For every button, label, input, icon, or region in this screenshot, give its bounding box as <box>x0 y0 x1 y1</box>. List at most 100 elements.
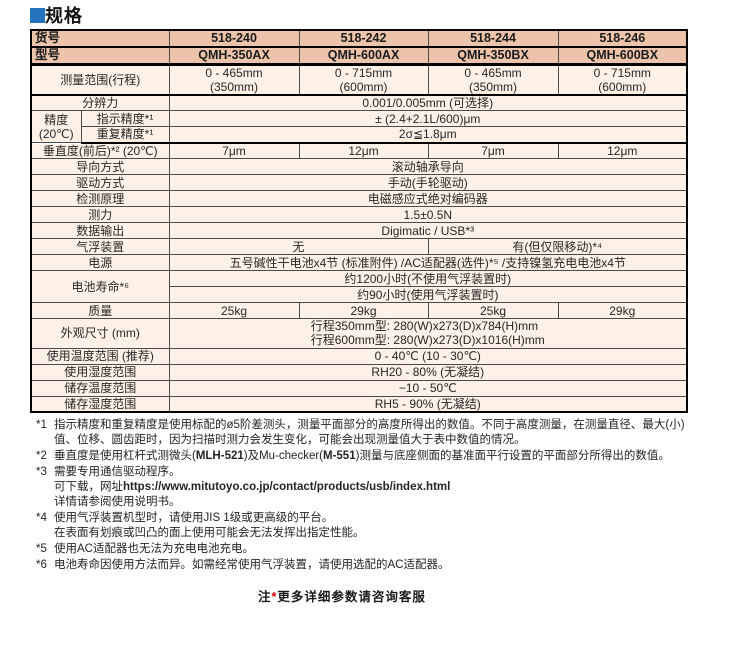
drive-value: 手动(手轮驱动) <box>168 174 688 192</box>
footnotes: *1 指示精度和重复精度是使用标配的ø5阶差测头，测量平面部分的高度所得出的数值… <box>30 418 712 573</box>
perpendicularity-value-3: 7μm <box>427 142 559 160</box>
accuracy-label: 精度 (20℃) <box>30 110 82 144</box>
range-value-2: 0 - 715mm (600mm) <box>298 63 429 96</box>
footnote-2-seg3: )测量与底座侧面的基准面平行设置的平面部分所得出的数值。 <box>355 450 670 463</box>
row-power: 电源 五号碱性干电池x4节 (标准附件) /AC适配器(选件)*⁵ /支持镍氢充… <box>30 254 688 272</box>
footnote-4-line1: 使用气浮装置机型时，请使用JIS 1级或更高级的平台。 <box>54 512 334 525</box>
footnote-5-marker: *5 <box>36 543 47 556</box>
drive-label: 驱动方式 <box>30 174 170 192</box>
perpendicularity-value-4: 12μm <box>557 142 688 160</box>
model-value-3: QMH-350BX <box>427 46 559 66</box>
row-resolution: 分辨力 0.001/0.005mm (可选择) <box>30 94 688 112</box>
model-label: 型号 <box>30 46 170 66</box>
footnote-5-text: 使用AC适配器也无法为充电电池充电。 <box>54 543 254 556</box>
force-value: 1.5±0.5N <box>168 206 688 224</box>
output-label: 数据输出 <box>30 222 170 240</box>
footnote-4-text: 使用气浮装置机型时，请使用JIS 1级或更高级的平台。 在表面有划痕或凹凸的面上… <box>54 511 706 541</box>
detection-label: 检测原理 <box>30 190 170 208</box>
row-op-humidity: 使用湿度范围 RH20 - 80% (无凝结) <box>30 363 688 381</box>
footnote-3-line1: 需要专用通信驱动程序。 <box>54 466 181 479</box>
power-label: 电源 <box>30 254 170 272</box>
model-value-1: QMH-350AX <box>168 46 300 66</box>
op-humidity-value: RH20 - 80% (无凝结) <box>168 363 688 381</box>
spec-table: 货号 518-240 518-242 518-244 518-246 型号 QM… <box>30 29 689 414</box>
row-accuracy-indication: 精度 (20℃) 指示精度*¹ ± (2.4+2.1L/600)μm <box>30 110 688 144</box>
section-title: 规格 <box>30 3 712 27</box>
note-prefix: 注 <box>258 590 272 605</box>
footnote-3-line2: 可下载，网址https://www.mitutoyo.co.jp/contact… <box>54 480 706 495</box>
output-value: Digimatic / USB*³ <box>168 222 688 240</box>
guide-label: 导向方式 <box>30 158 170 176</box>
op-temp-value: 0 - 40℃ (10 - 30℃) <box>168 347 688 365</box>
st-temp-value: −10 - 50℃ <box>168 379 688 397</box>
mass-value-3: 25kg <box>427 302 559 320</box>
footnote-6-marker: *6 <box>36 559 47 572</box>
row-drive: 驱动方式 手动(手轮驱动) <box>30 174 688 192</box>
dimensions-value: 行程350mm型: 280(W)x273(D)x784(H)mm 行程600mm… <box>168 318 688 349</box>
footnote-2-bold2: M-551 <box>323 450 356 463</box>
part-no-value-1: 518-240 <box>168 29 300 48</box>
row-op-temp: 使用温度范围 (推荐) 0 - 40℃ (10 - 30℃) <box>30 347 688 365</box>
part-no-value-2: 518-242 <box>298 29 429 48</box>
row-guide: 导向方式 滚动轴承导向 <box>30 158 688 176</box>
accuracy-repeat-value: 2σ≦1.8μm <box>168 126 688 144</box>
model-value-4: QMH-600BX <box>557 46 688 66</box>
title-square-icon <box>30 7 45 23</box>
model-value-2: QMH-600AX <box>298 46 429 66</box>
perpendicularity-value-2: 12μm <box>298 142 429 160</box>
footnote-3-marker: *3 <box>36 466 47 479</box>
row-accuracy-repeat: 重复精度*¹ 2σ≦1.8μm <box>31 126 688 144</box>
range-value-1: 0 - 465mm (350mm) <box>168 63 300 96</box>
row-detection: 检测原理 电磁感应式绝对编码器 <box>30 190 688 208</box>
footnote-1-marker: *1 <box>36 419 47 432</box>
footnote-5: *5 使用AC适配器也无法为充电电池充电。 <box>36 542 712 557</box>
row-air-float: 气浮装置 无 有(但仅限移动)*⁴ <box>30 238 688 256</box>
footnote-4-marker: *4 <box>36 512 47 525</box>
footnote-4-line2: 在表面有划痕或凹凸的面上使用可能会无法发挥出指定性能。 <box>54 527 365 540</box>
row-battery-2: 约90小时(使用气浮装置时) <box>31 286 688 304</box>
row-perpendicularity: 垂直度(前后)*² (20℃) 7μm 12μm 7μm 12μm <box>30 142 688 160</box>
footnote-2-seg2: )及Mu-checker( <box>243 450 323 463</box>
battery-value-1: 约1200小时(不使用气浮装置时) <box>168 270 688 288</box>
footnote-3-url: https://www.mitutoyo.co.jp/contact/produ… <box>123 481 451 494</box>
row-model: 型号 QMH-350AX QMH-600AX QMH-350BX QMH-600… <box>30 46 688 66</box>
part-no-label: 货号 <box>30 29 170 48</box>
footnote-3-line2-text: 可下载，网址 <box>54 481 123 494</box>
resolution-label: 分辨力 <box>30 94 170 112</box>
accuracy-indication-value: ± (2.4+2.1L/600)μm <box>168 110 688 128</box>
mass-value-4: 29kg <box>557 302 688 320</box>
footnote-2-bold1: MLH-521 <box>195 450 244 463</box>
range-value-3: 0 - 465mm (350mm) <box>427 63 559 96</box>
range-label: 测量范围(行程) <box>30 63 170 96</box>
mass-label: 质量 <box>30 302 170 320</box>
dimensions-label: 外观尺寸 (mm) <box>30 318 170 349</box>
air-float-value-right: 有(但仅限移动)*⁴ <box>427 238 688 256</box>
resolution-value: 0.001/0.005mm (可选择) <box>168 94 688 112</box>
perpendicularity-value-1: 7μm <box>168 142 300 160</box>
footnote-2: *2 垂直度是使用杠杆式测微头(MLH-521)及Mu-checker(M-55… <box>36 449 712 464</box>
st-humidity-label: 储存湿度范围 <box>30 395 170 413</box>
footnote-4: *4 使用气浮装置机型时，请使用JIS 1级或更高级的平台。 在表面有划痕或凹凸… <box>36 511 712 541</box>
detection-value: 电磁感应式绝对编码器 <box>168 190 688 208</box>
bottom-note: 注*更多详细参数请咨询客服 <box>258 586 712 605</box>
battery-value-2: 约90小时(使用气浮装置时) <box>168 286 688 304</box>
row-battery-1: 电池寿命*⁶ 约1200小时(不使用气浮装置时) <box>30 270 688 304</box>
footnote-3: *3 需要专用通信驱动程序。 可下载，网址https://www.mitutoy… <box>36 465 712 510</box>
battery-label: 电池寿命*⁶ <box>30 270 170 304</box>
air-float-value-left: 无 <box>168 238 429 256</box>
footnote-2-seg1: 垂直度是使用杠杆式测微头( <box>54 450 196 463</box>
dimensions-value-text: 行程350mm型: 280(W)x273(D)x784(H)mm 行程600mm… <box>310 319 545 348</box>
note-star: * <box>271 590 278 605</box>
accuracy-repeat-label: 重复精度*¹ <box>80 126 170 144</box>
part-no-value-3: 518-244 <box>427 29 559 48</box>
row-st-humidity: 储存湿度范围 RH5 - 90% (无凝结) <box>30 395 688 413</box>
guide-value: 滚动轴承导向 <box>168 158 688 176</box>
op-temp-label: 使用温度范围 (推荐) <box>30 347 170 365</box>
air-float-label: 气浮装置 <box>30 238 170 256</box>
page: 规格 货号 518-240 518-242 518-244 518-246 型号… <box>30 3 712 605</box>
note-text: 更多详细参数请咨询客服 <box>277 590 426 605</box>
row-mass: 质量 25kg 29kg 25kg 29kg <box>30 302 688 320</box>
accuracy-indication-label: 指示精度*¹ <box>80 110 170 128</box>
op-humidity-label: 使用湿度范围 <box>30 363 170 381</box>
footnote-1: *1 指示精度和重复精度是使用标配的ø5阶差测头，测量平面部分的高度所得出的数值… <box>36 418 712 448</box>
